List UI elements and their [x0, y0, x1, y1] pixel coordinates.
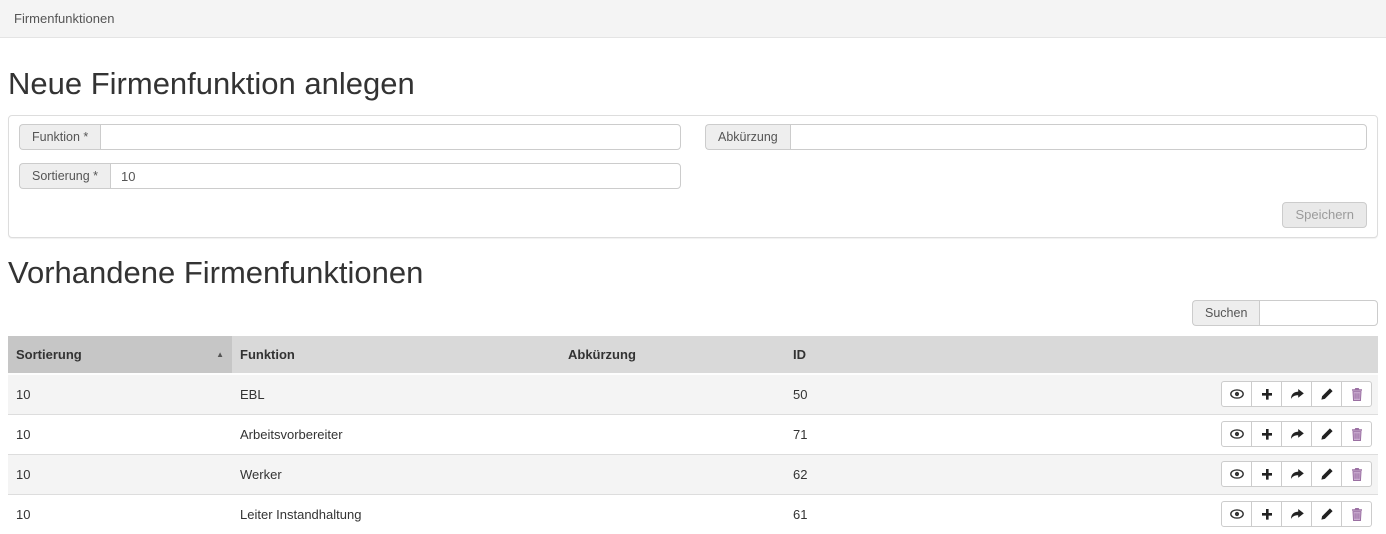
share-arrow-icon	[1290, 508, 1304, 520]
abkuerzung-label: Abkürzung	[705, 124, 790, 150]
eye-icon	[1229, 388, 1244, 400]
share-button[interactable]	[1281, 501, 1312, 528]
sortierung-label: Sortierung *	[19, 163, 111, 189]
sort-asc-icon: ▲	[216, 350, 224, 359]
delete-button[interactable]	[1341, 461, 1372, 487]
cell-sortierung: 10	[8, 413, 232, 454]
search-label: Suchen	[1192, 300, 1260, 326]
cell-funktion: Werker	[232, 453, 560, 494]
table-row: 10 EBL 50	[8, 373, 1378, 414]
create-section-title: Neue Firmenfunktion anlegen	[8, 66, 415, 101]
create-form-panel: Funktion * Abkürzung Sortierung * Speich…	[8, 115, 1378, 238]
cell-id: 61	[785, 493, 1210, 534]
plus-icon	[1261, 388, 1273, 400]
cell-sortierung: 10	[8, 373, 232, 414]
share-arrow-icon	[1290, 388, 1304, 400]
trash-icon	[1351, 427, 1363, 441]
cell-funktion: EBL	[232, 373, 560, 414]
edit-button[interactable]	[1311, 501, 1342, 528]
add-button[interactable]	[1251, 421, 1282, 447]
share-arrow-icon	[1290, 468, 1304, 480]
pencil-icon	[1320, 508, 1333, 520]
cell-abkuerzung	[560, 453, 785, 494]
funktion-input[interactable]	[100, 124, 681, 150]
search-group: Suchen	[1192, 300, 1378, 326]
trash-icon	[1351, 387, 1363, 401]
add-button[interactable]	[1251, 381, 1282, 408]
edit-button[interactable]	[1311, 461, 1342, 487]
header-sortierung[interactable]: Sortierung ▲	[8, 336, 232, 375]
eye-icon	[1229, 508, 1244, 520]
add-button[interactable]	[1251, 501, 1282, 528]
view-button[interactable]	[1221, 421, 1252, 447]
eye-icon	[1229, 428, 1244, 440]
sortierung-input[interactable]	[110, 163, 681, 189]
plus-icon	[1261, 428, 1273, 440]
delete-button[interactable]	[1341, 421, 1372, 447]
abkuerzung-field-group: Abkürzung	[705, 124, 1367, 150]
pencil-icon	[1320, 428, 1333, 440]
view-button[interactable]	[1221, 381, 1252, 408]
add-button[interactable]	[1251, 461, 1282, 487]
plus-icon	[1261, 468, 1273, 480]
cell-sortierung: 10	[8, 453, 232, 494]
list-section-title: Vorhandene Firmenfunktionen	[8, 255, 424, 290]
cell-abkuerzung	[560, 373, 785, 414]
view-button[interactable]	[1221, 461, 1252, 487]
save-button[interactable]: Speichern	[1282, 202, 1367, 228]
pencil-icon	[1320, 468, 1333, 480]
table-header-row: Sortierung ▲ Funktion Abkürzung ID	[8, 336, 1378, 375]
cell-id: 50	[785, 373, 1210, 414]
funktion-label: Funktion *	[19, 124, 101, 150]
delete-button[interactable]	[1341, 381, 1372, 408]
share-button[interactable]	[1281, 421, 1312, 447]
share-button[interactable]	[1281, 461, 1312, 487]
trash-icon	[1351, 467, 1363, 481]
table-row: 10 Arbeitsvorbereiter 71	[8, 413, 1378, 454]
cell-id: 62	[785, 453, 1210, 494]
header-funktion[interactable]: Funktion	[232, 336, 560, 375]
share-button[interactable]	[1281, 381, 1312, 408]
table-row: 10 Werker 62	[8, 453, 1378, 494]
cell-funktion: Leiter Instandhaltung	[232, 493, 560, 534]
cell-abkuerzung	[560, 493, 785, 534]
edit-button[interactable]	[1311, 381, 1342, 408]
header-id[interactable]: ID	[785, 336, 1210, 375]
firmenfunktionen-table: Sortierung ▲ Funktion Abkürzung ID 10 EB…	[8, 336, 1378, 534]
sortierung-field-group: Sortierung *	[19, 163, 681, 189]
share-arrow-icon	[1290, 428, 1304, 440]
view-button[interactable]	[1221, 501, 1252, 528]
cell-sortierung: 10	[8, 493, 232, 534]
search-input[interactable]	[1259, 300, 1378, 326]
breadcrumb-bar: Firmenfunktionen	[0, 0, 1386, 38]
table-row: 10 Leiter Instandhaltung 61	[8, 493, 1378, 534]
breadcrumb-item-firmenfunktionen[interactable]: Firmenfunktionen	[14, 11, 115, 26]
plus-icon	[1261, 508, 1273, 520]
cell-abkuerzung	[560, 413, 785, 454]
abkuerzung-input[interactable]	[789, 124, 1367, 150]
delete-button[interactable]	[1341, 501, 1372, 528]
funktion-field-group: Funktion *	[19, 124, 681, 150]
trash-icon	[1351, 507, 1363, 521]
header-abkuerzung[interactable]: Abkürzung	[560, 336, 785, 375]
pencil-icon	[1320, 388, 1333, 400]
header-actions	[1210, 336, 1378, 375]
eye-icon	[1229, 468, 1244, 480]
edit-button[interactable]	[1311, 421, 1342, 447]
cell-id: 71	[785, 413, 1210, 454]
cell-funktion: Arbeitsvorbereiter	[232, 413, 560, 454]
